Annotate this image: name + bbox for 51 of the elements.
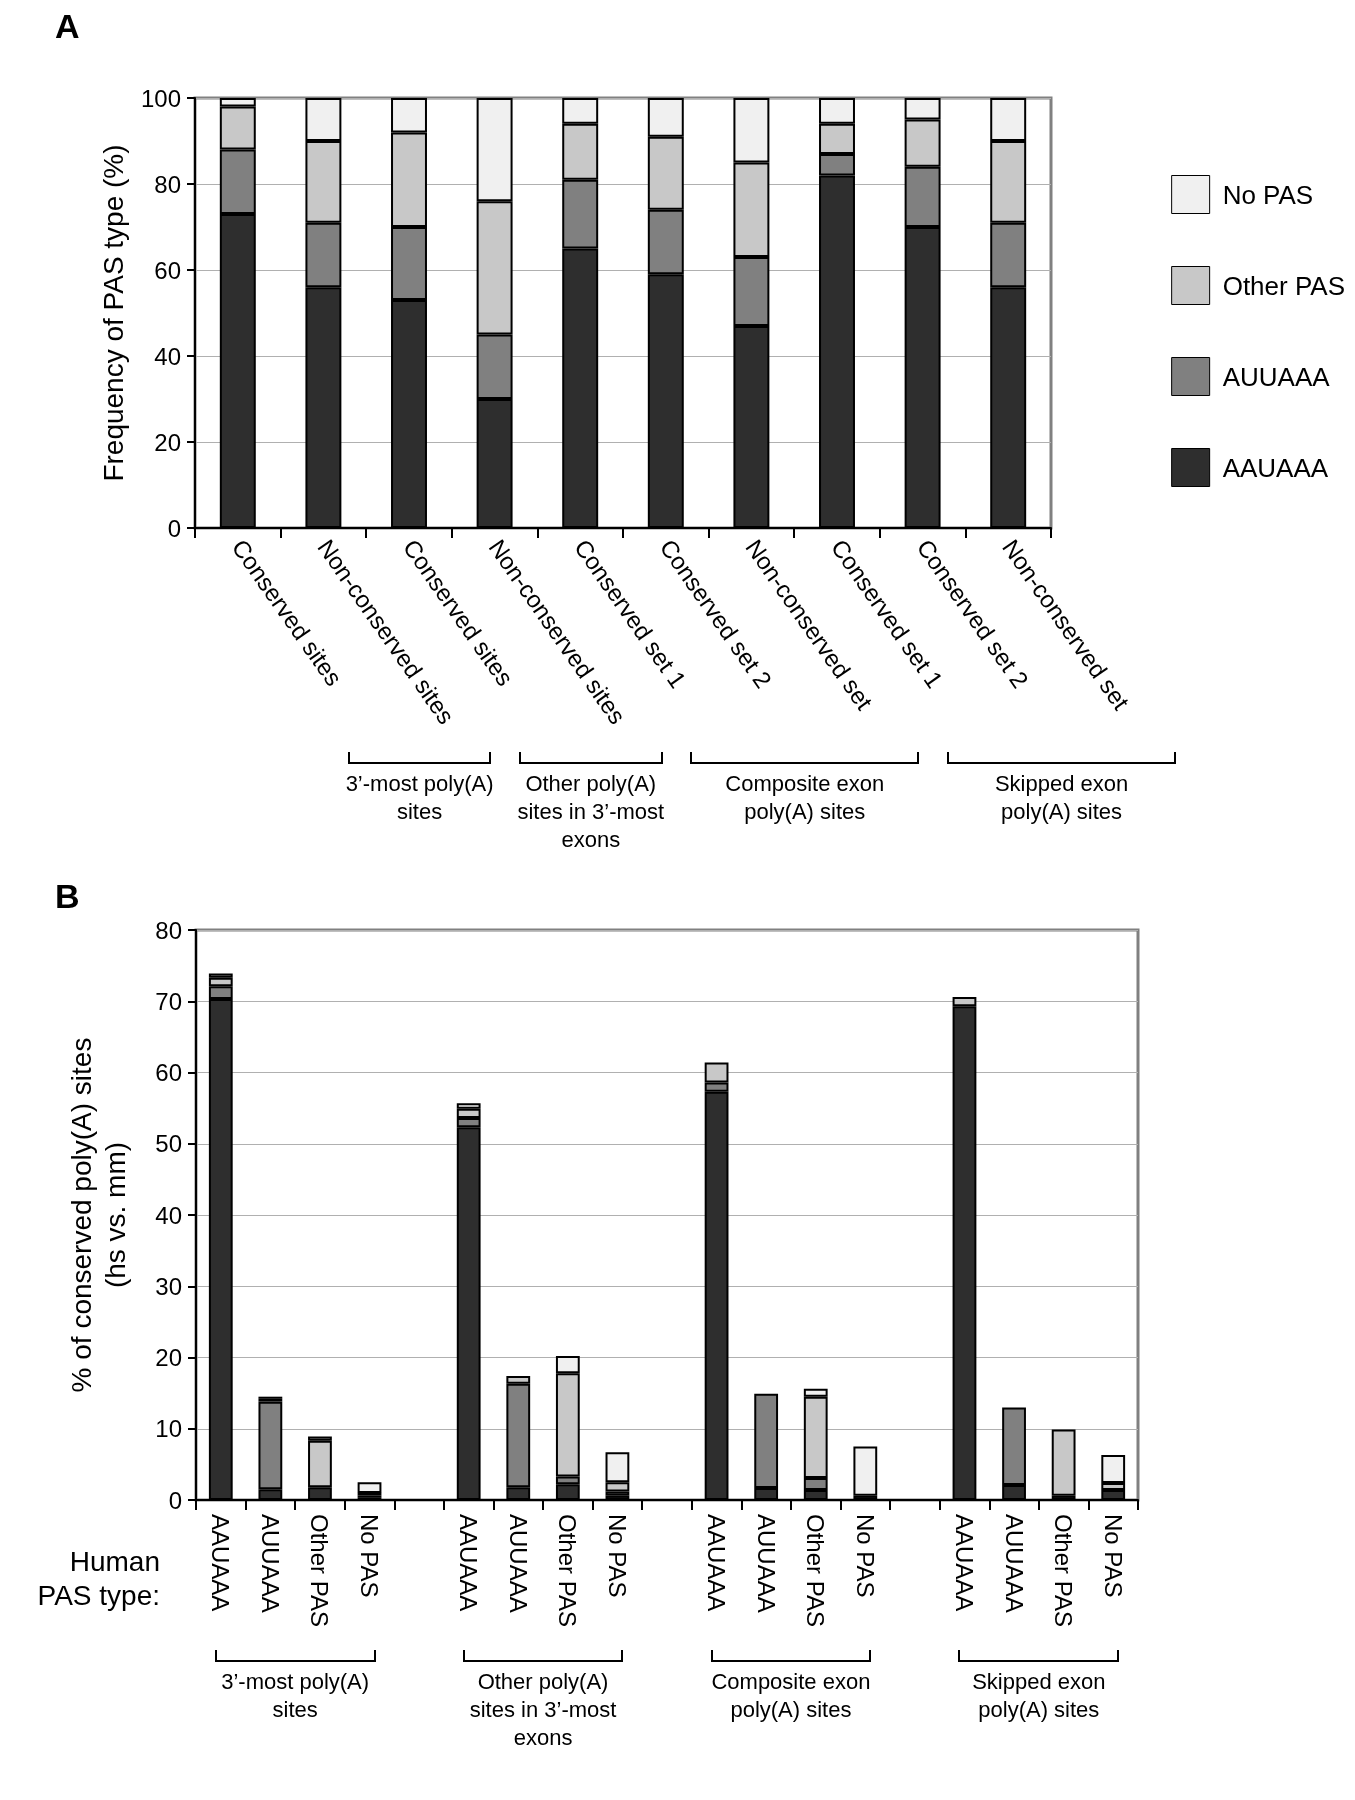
text: Other poly(A) sites in 3’-most exons bbox=[516, 770, 666, 854]
y-tick-label: 0 bbox=[168, 1486, 182, 1514]
y-tick-label: 80 bbox=[155, 916, 182, 944]
y-tick-label: 0 bbox=[167, 514, 181, 542]
y-tick-label: 80 bbox=[154, 170, 181, 198]
y-tick-label: 60 bbox=[154, 256, 181, 284]
bar bbox=[1051, 1429, 1076, 1496]
x-axis-title: Human PAS type: bbox=[36, 1545, 160, 1613]
y-tick-label: 10 bbox=[155, 1415, 182, 1443]
y-tick-label: 60 bbox=[155, 1059, 182, 1086]
x-tick-label: AAUAAA bbox=[455, 1514, 483, 1612]
bar bbox=[853, 1446, 878, 1496]
x-tick-label: No PAS bbox=[1099, 1514, 1127, 1598]
x-tick-label: Other PAS bbox=[306, 1514, 334, 1627]
y-tick-label: 40 bbox=[154, 342, 181, 370]
x-tick-label: AAUAAA bbox=[950, 1514, 978, 1612]
chart-title: A bbox=[55, 7, 80, 45]
x-tick-label: Other PAS bbox=[554, 1514, 582, 1627]
y-tick-label: 50 bbox=[155, 1130, 182, 1158]
y-axis-title: Frequency of PAS type (%) bbox=[97, 144, 129, 482]
text: Skipped exon poly(A) sites bbox=[993, 770, 1130, 826]
text: Skipped exon poly(A) sites bbox=[971, 1668, 1107, 1724]
x-tick-label: AAUAAA bbox=[207, 1514, 235, 1612]
legend-label: Other PAS bbox=[1222, 270, 1346, 301]
chart-title: B bbox=[55, 877, 80, 915]
legend-label: No PAS bbox=[1222, 179, 1314, 210]
text: Other poly(A) sites in 3’-most exons bbox=[468, 1668, 618, 1752]
x-tick-label: No PAS bbox=[603, 1514, 631, 1598]
text: Composite exon poly(A) sites bbox=[710, 1668, 872, 1724]
x-tick-label: AUUAAA bbox=[752, 1514, 780, 1613]
legend-label: AUUAAA bbox=[1222, 361, 1331, 392]
x-tick-label: AUUAAA bbox=[1000, 1514, 1028, 1613]
y-tick-label: 70 bbox=[155, 987, 182, 1015]
text: Composite exon poly(A) sites bbox=[724, 770, 885, 826]
y-tick-label: 20 bbox=[155, 1344, 182, 1371]
x-tick-label: AUUAAA bbox=[504, 1514, 532, 1613]
x-tick-label: Other PAS bbox=[802, 1514, 830, 1627]
y-axis-title: % of conserved poly(A) sites (hs vs. mm) bbox=[65, 1037, 131, 1393]
legend-label: AAUAAA bbox=[1222, 452, 1329, 483]
text: 3’-most poly(A) sites bbox=[344, 770, 495, 826]
y-tick-label: 100 bbox=[140, 84, 181, 112]
y-tick-label: 30 bbox=[155, 1272, 182, 1300]
bar bbox=[357, 1482, 382, 1493]
y-tick-label: 40 bbox=[155, 1201, 182, 1229]
y-tick-label: 20 bbox=[154, 428, 181, 456]
x-tick-label: AAUAAA bbox=[703, 1514, 731, 1612]
x-tick-label: No PAS bbox=[356, 1514, 384, 1598]
x-tick-label: Other PAS bbox=[1050, 1514, 1078, 1627]
text: 3’-most poly(A) sites bbox=[220, 1668, 371, 1724]
x-tick-label: AUUAAA bbox=[256, 1514, 284, 1613]
x-tick-label: No PAS bbox=[851, 1514, 879, 1598]
